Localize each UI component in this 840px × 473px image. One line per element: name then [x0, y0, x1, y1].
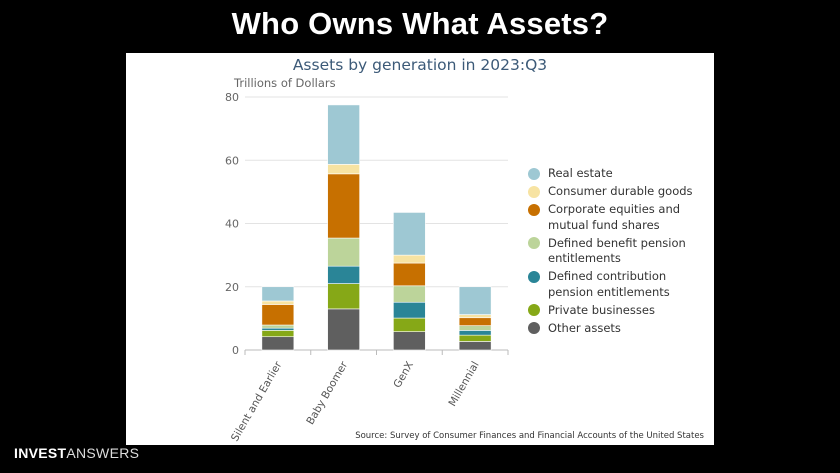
x-tick-label: Millennial [446, 360, 481, 409]
bar-segment [458, 286, 492, 315]
stacked-bar-chart: 0 20 40 60 80 Silent and Earlier Baby Boomer Ge… [225, 91, 509, 444]
bar-segment [261, 324, 295, 329]
bar-segment [327, 164, 360, 175]
legend-item: Other assets [528, 321, 708, 337]
legend-item: Defined contribution pension entitlements [528, 269, 708, 300]
bar-segment [393, 262, 426, 287]
bar-segment [458, 325, 492, 331]
legend-item: Consumer durable goods [528, 184, 708, 200]
legend-label: Real estate [548, 166, 613, 180]
legend-item: Corporate equities and mutual fund shares [528, 202, 708, 233]
bar-segment [327, 173, 360, 239]
x-tick-label: GenX [391, 360, 416, 391]
bar-segment [393, 254, 426, 264]
legend-label: entitlements [548, 251, 621, 265]
legend-swatch [528, 322, 540, 334]
y-tick-label: 40 [225, 218, 239, 231]
bar-segment [327, 237, 360, 267]
brand-logo-bold: INVEST [14, 445, 67, 461]
legend-swatch [528, 185, 540, 198]
legend-swatch [528, 270, 540, 283]
bar-segment [458, 334, 492, 342]
bar-segment [261, 286, 295, 302]
bar-segment [393, 212, 426, 256]
legend-label: pension entitlements [548, 284, 670, 299]
bar-segment [458, 330, 492, 336]
x-tick-label: Silent and Earlier [229, 359, 285, 444]
bar-segment [261, 330, 295, 338]
bar-segment [393, 317, 426, 332]
bar-segment [261, 304, 295, 326]
bar-segment [458, 317, 492, 326]
bar-segment [327, 104, 360, 165]
bar-segment [393, 331, 426, 351]
brand-logo-light: ANSWERS [66, 445, 140, 461]
y-tick-label: 60 [225, 154, 239, 167]
y-tick-label: 80 [225, 91, 239, 104]
bar-segment [458, 314, 492, 319]
legend-label: Defined contribution [548, 269, 667, 283]
legend-label: Corporate equities and [548, 202, 681, 216]
slide-title: Who Owns What Assets? [231, 6, 609, 41]
brand-logo: INVESTANSWERS [14, 445, 139, 461]
bar-segment [327, 265, 360, 284]
legend-swatch [528, 203, 540, 216]
y-tick-label: 20 [225, 281, 239, 294]
y-tick-label: 0 [232, 344, 239, 357]
bar-segment [261, 300, 295, 305]
chart-panel: Assets by generation in 2023:Q3 Trillion… [126, 53, 714, 445]
bar-segment [393, 301, 426, 319]
bar-segment [261, 327, 295, 331]
legend-label: Defined benefit pension [548, 235, 686, 250]
bar-segment [327, 283, 360, 310]
legend-label: Private businesses [548, 302, 655, 317]
legend-swatch [528, 167, 540, 180]
legend-item: Real estate [528, 166, 708, 182]
bar-segment [261, 336, 295, 351]
legend-item: Private businesses [528, 303, 708, 319]
bar-segment [393, 285, 426, 303]
legend-swatch [528, 237, 540, 249]
legend-item: Defined benefit pension entitlements [528, 236, 708, 267]
x-tick-label: Baby Boomer [304, 359, 350, 427]
bar-segment [327, 308, 360, 351]
bar-segment [458, 341, 492, 351]
y-axis-label: Trillions of Dollars [234, 76, 336, 90]
legend-swatch [528, 304, 540, 316]
legend-label: mutual fund shares [548, 217, 660, 232]
legend-label: Consumer durable goods [548, 184, 693, 198]
chart-title: Assets by generation in 2023:Q3 [292, 56, 548, 74]
legend-label: Other assets [548, 320, 621, 335]
source-note: Source: Survey of Consumer Finances and … [355, 431, 704, 441]
chart-legend: Real estate Consumer durable goods Corpora… [528, 166, 708, 339]
